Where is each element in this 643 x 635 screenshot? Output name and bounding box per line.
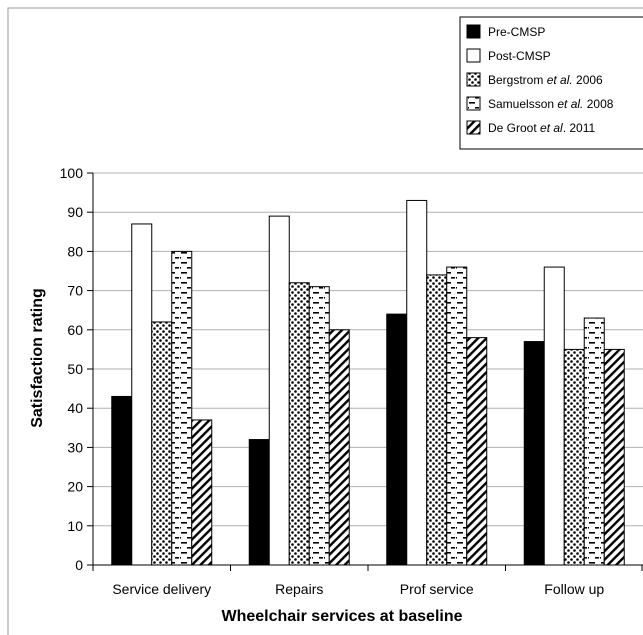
y-tick-label: 30 (67, 439, 83, 455)
outer-border (7, 7, 643, 635)
legend-swatch-2 (466, 72, 481, 87)
y-tick-label: 0 (75, 557, 83, 573)
bar-2-0 (151, 321, 173, 566)
legend-label-3: Samuelsson et al. 2008 (488, 97, 614, 111)
legend-label-1: Post-CMSP (488, 49, 551, 63)
y-tick-label: 100 (60, 165, 84, 181)
bar-0-3 (523, 341, 545, 566)
bar-1-2 (406, 199, 428, 566)
x-axis-title: Wheelchair services at baseline (221, 608, 462, 625)
legend-label-2: Bergstrom et al. 2006 (488, 73, 603, 87)
y-tick-label: 10 (67, 518, 83, 534)
bar-1-1 (268, 215, 290, 566)
y-tick-label: 90 (67, 204, 83, 220)
bar-3-3 (583, 317, 605, 566)
bar-4-2 (466, 337, 488, 566)
legend-swatch-1 (466, 48, 481, 63)
bar-2-3 (563, 348, 585, 566)
x-tick-label: Repairs (275, 581, 323, 597)
legend-swatch-0 (466, 24, 481, 39)
bar-2-2 (426, 274, 448, 566)
y-tick-label: 20 (67, 479, 83, 495)
legend-box (459, 16, 643, 150)
bar-2-1 (288, 282, 310, 566)
bar-4-0 (191, 419, 213, 566)
y-tick-label: 70 (67, 283, 83, 299)
y-axis-title: Satisfaction rating (29, 288, 46, 428)
bar-0-1 (248, 439, 270, 566)
legend: Pre-CMSP Post-CMSP Bergstrom et al. 2006 Sa… (459, 16, 643, 150)
bar-0-2 (386, 313, 408, 566)
labels-layer: 0 10 20 30 40 50 60 70 80 90 100 Service delivery Re… (60, 165, 605, 597)
y-tick-label: 40 (67, 400, 83, 416)
legend-label-4: De Groot et al. 2011 (488, 121, 596, 135)
x-tick-label: Service delivery (112, 581, 211, 597)
axis-layer (92, 173, 643, 566)
y-tick-label: 80 (67, 243, 83, 259)
bar-3-0 (171, 250, 193, 566)
legend-swatch-4 (466, 120, 481, 135)
bar-1-3 (543, 266, 565, 566)
y-tick-label: 50 (67, 361, 83, 377)
bar-4-3 (603, 348, 625, 566)
y-tick-label: 60 (67, 322, 83, 338)
bar-1-0 (131, 223, 153, 566)
bars-layer (111, 199, 625, 566)
x-tick-label: Prof service (400, 581, 474, 597)
legend-swatch-3 (466, 96, 481, 111)
bar-4-1 (328, 329, 350, 566)
bar-0-0 (111, 395, 133, 566)
legend-label-0: Pre-CMSP (488, 25, 545, 39)
bar-3-1 (308, 286, 330, 566)
x-tick-label: Follow up (544, 581, 604, 597)
bar-3-2 (446, 266, 468, 566)
